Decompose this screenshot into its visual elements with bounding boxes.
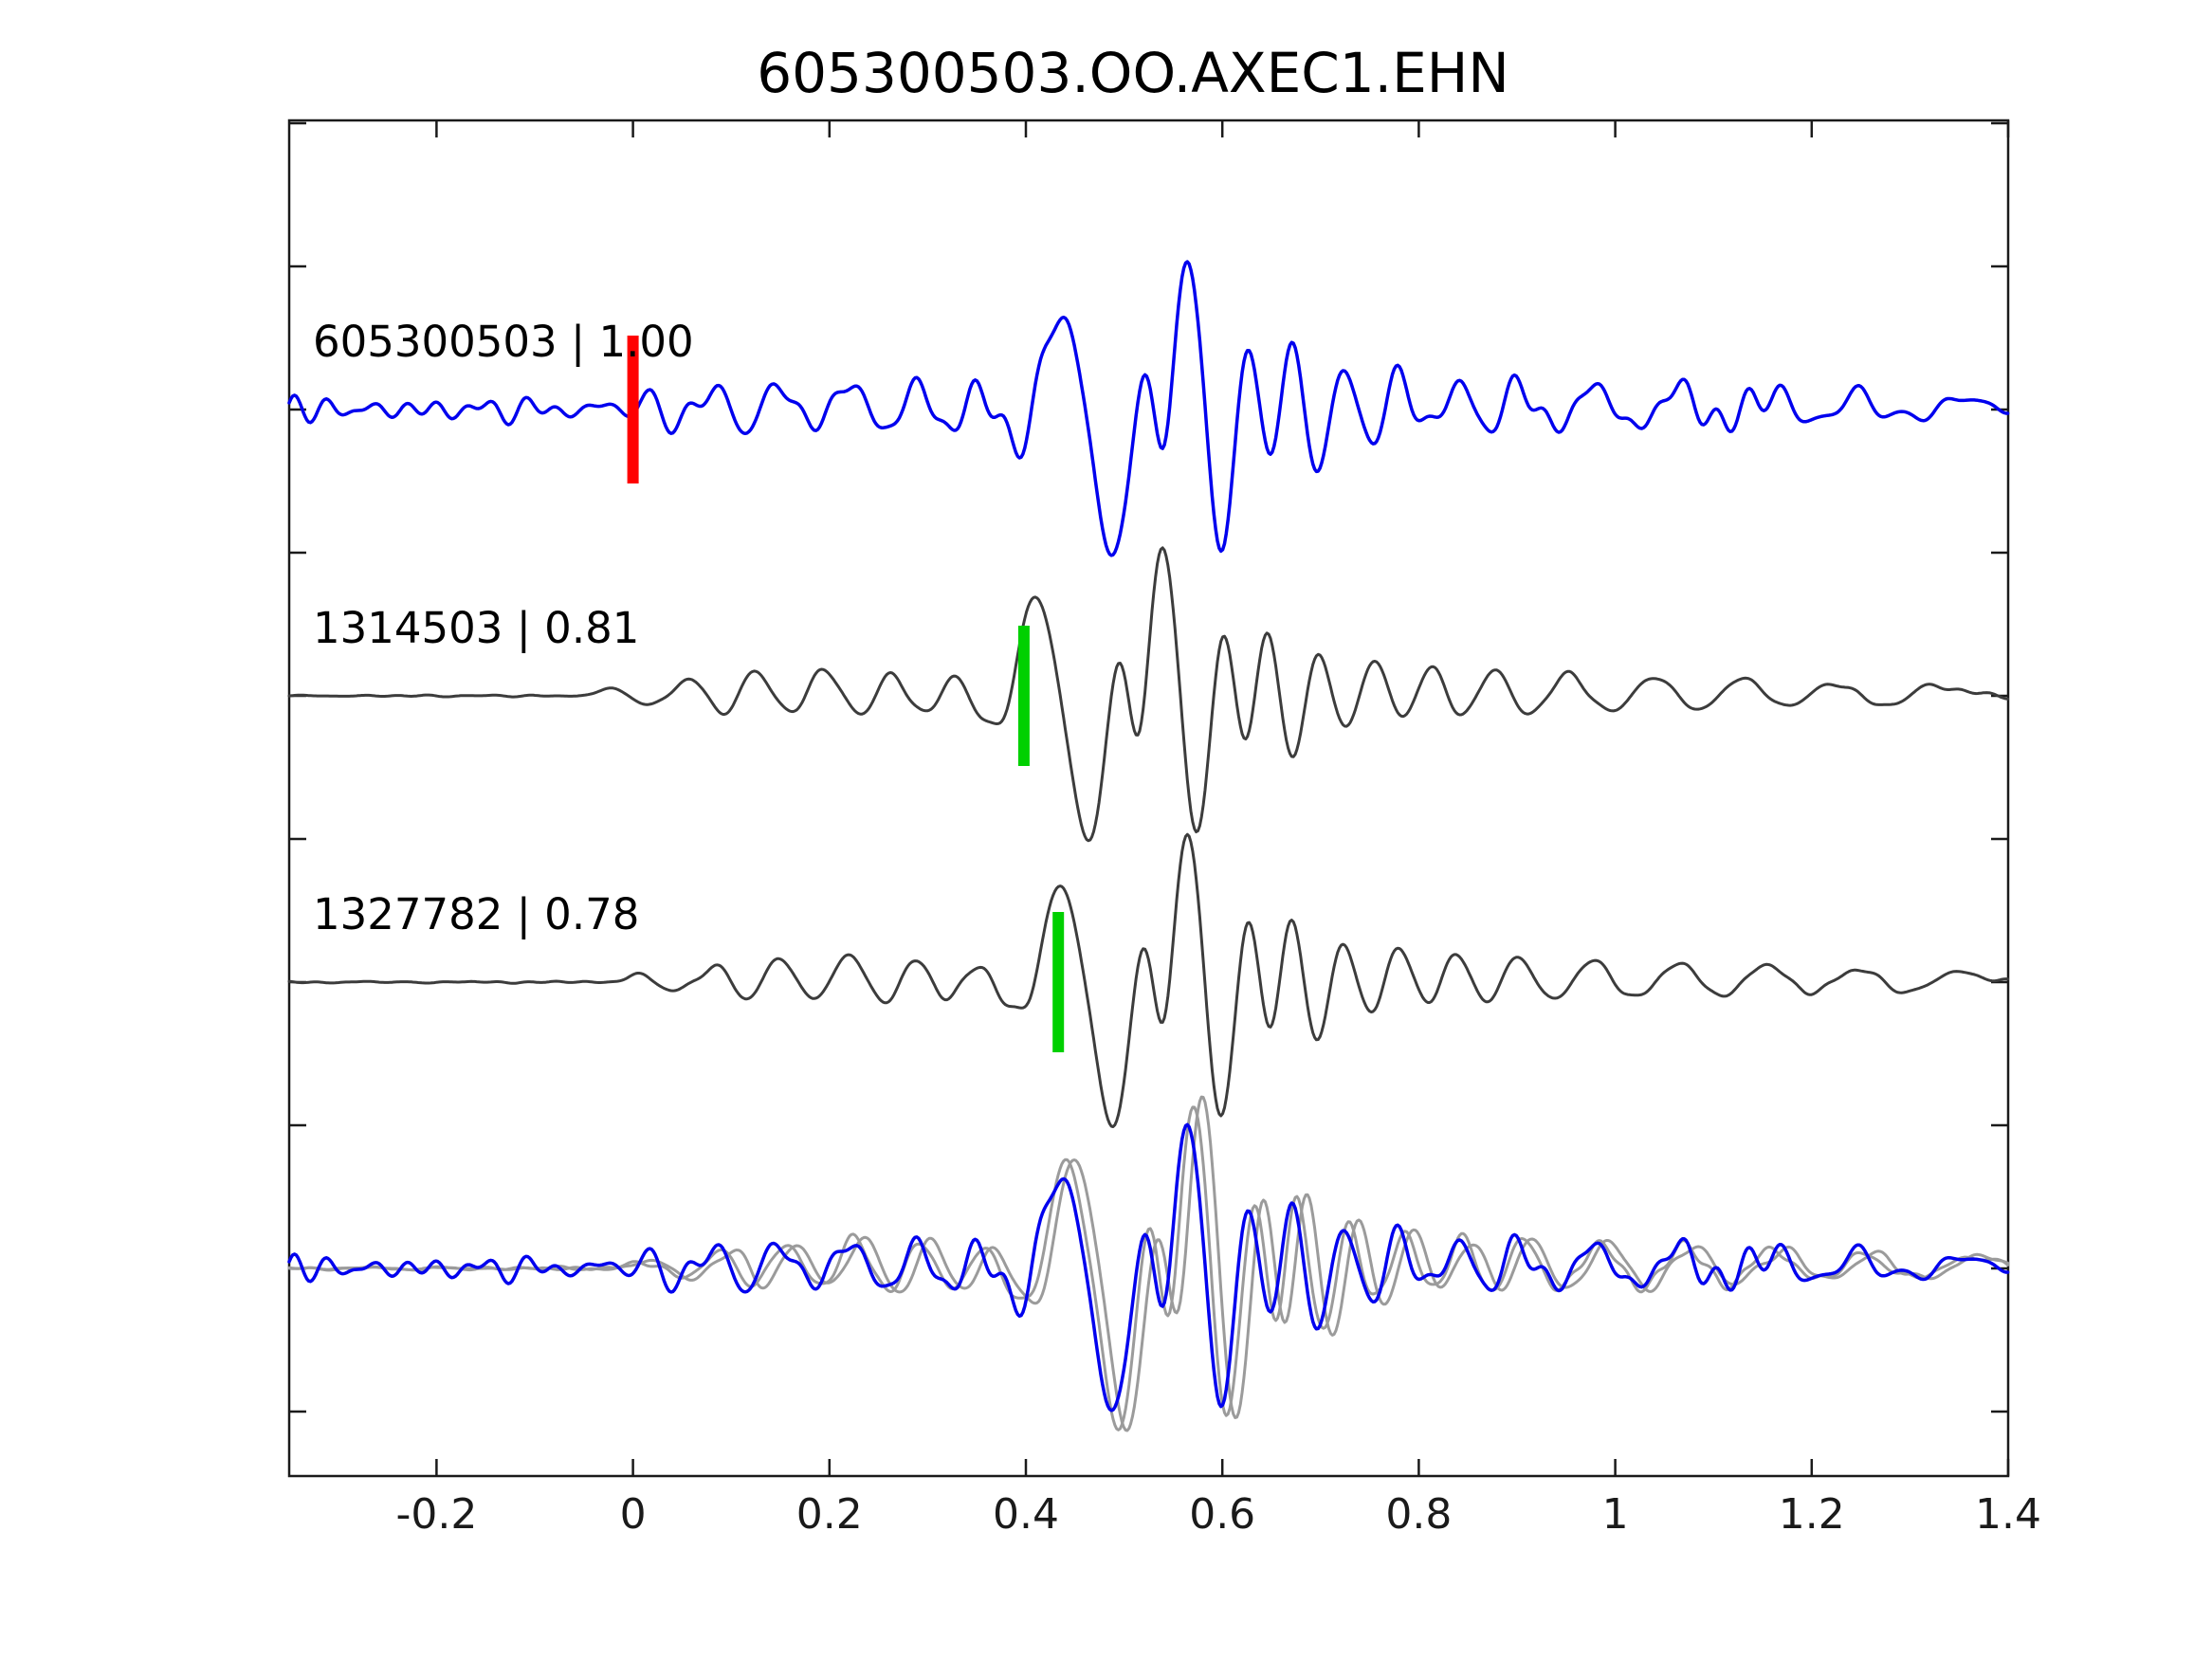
- x-tick-label: 1.2: [1779, 1490, 1845, 1539]
- x-tick-label: 1: [1602, 1490, 1629, 1539]
- trace-label-605300503: 605300503 | 1.00: [313, 317, 694, 367]
- pick-markers-group: [627, 336, 1065, 1052]
- x-tick-label: 0.8: [1385, 1490, 1452, 1539]
- pick-marker-red-605300503: [627, 336, 639, 483]
- x-tick-label: 0.4: [993, 1490, 1059, 1539]
- x-tick-label: 0: [620, 1490, 647, 1539]
- trace-label-1314503: 1314503 | 0.81: [313, 603, 639, 653]
- plot-border: [287, 118, 2010, 1478]
- trace-605300503: [287, 260, 2010, 557]
- trace-1314503: [287, 546, 2010, 843]
- trace-1327782: [287, 832, 2010, 1128]
- traces-group: [287, 260, 2010, 1432]
- pick-marker-green-1327782: [1052, 912, 1065, 1052]
- chart-title: 605300503.OO.AXEC1.EHN: [757, 41, 1508, 105]
- trace-labels-group: 605300503 | 1.00 1314503 | 0.81 1327782 | …: [313, 317, 694, 939]
- x-tick-label: 1.4: [1975, 1490, 2041, 1539]
- axis-ticks-group: [289, 120, 2010, 1476]
- pick-marker-green-1314503: [1017, 626, 1030, 766]
- trace-overlay-member-2: [287, 1122, 2010, 1413]
- x-tick-label: 0.6: [1189, 1490, 1255, 1539]
- x-tick-label: -0.2: [395, 1490, 477, 1539]
- x-tick-labels-group: -0.2 0 0.2 0.4 0.6 0.8 1 1.2 1.4: [395, 1490, 2041, 1539]
- trace-overlay-member-0: [287, 1105, 2010, 1431]
- x-tick-label: 0.2: [796, 1490, 863, 1539]
- trace-label-1327782: 1327782 | 0.78: [313, 889, 639, 939]
